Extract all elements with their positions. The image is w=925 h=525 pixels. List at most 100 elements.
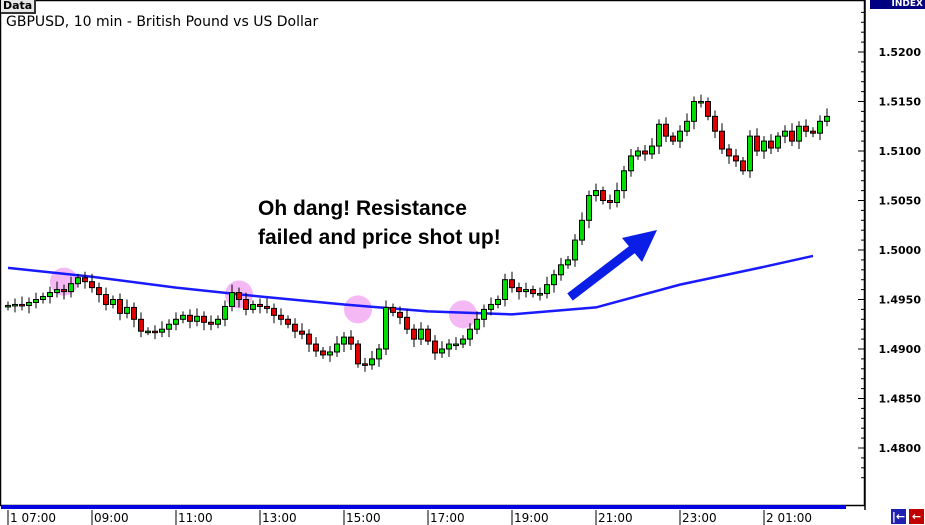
candle-body bbox=[362, 363, 368, 366]
candle bbox=[460, 335, 466, 349]
candle bbox=[600, 186, 606, 205]
candle-body bbox=[159, 328, 165, 333]
candle bbox=[509, 271, 515, 293]
candle-body bbox=[201, 315, 207, 323]
candle-body bbox=[117, 299, 123, 314]
candle-body bbox=[5, 304, 11, 308]
candle bbox=[166, 319, 172, 338]
candle-body bbox=[278, 314, 284, 320]
moving-average-line bbox=[7, 254, 814, 316]
candle-body bbox=[761, 140, 767, 152]
candle bbox=[418, 322, 424, 346]
candle bbox=[103, 287, 109, 311]
candle-body bbox=[579, 219, 585, 241]
y-tick-label: 1.5050 bbox=[879, 195, 922, 208]
candle bbox=[208, 315, 214, 331]
candle-body bbox=[537, 293, 543, 296]
candle-body bbox=[68, 283, 74, 293]
candle bbox=[810, 127, 816, 138]
x-tick-label: 09:00 bbox=[94, 511, 129, 525]
candle bbox=[26, 297, 32, 314]
candle bbox=[677, 125, 683, 149]
candle bbox=[264, 298, 270, 314]
candle bbox=[124, 299, 130, 319]
candle bbox=[446, 339, 452, 357]
candle bbox=[586, 190, 592, 229]
candle-body bbox=[47, 292, 53, 298]
candle bbox=[117, 293, 123, 321]
candle-body bbox=[635, 150, 641, 157]
candle bbox=[579, 212, 585, 246]
candle bbox=[432, 335, 438, 360]
candle-body bbox=[446, 343, 452, 350]
candle-body bbox=[453, 343, 459, 347]
candle-body bbox=[775, 135, 781, 149]
candle-body bbox=[271, 307, 277, 316]
candle-body bbox=[544, 284, 550, 295]
candle-body bbox=[607, 200, 613, 203]
candle-body bbox=[404, 316, 410, 330]
candle bbox=[145, 327, 151, 336]
candle-body bbox=[558, 264, 564, 276]
scroll-back-button[interactable]: ← bbox=[908, 508, 925, 525]
candle-body bbox=[600, 190, 606, 202]
candle-body bbox=[313, 343, 319, 352]
candle bbox=[523, 282, 529, 298]
candle bbox=[201, 311, 207, 331]
candle bbox=[411, 324, 417, 348]
candle bbox=[572, 234, 578, 267]
candle-body bbox=[796, 125, 802, 142]
candle bbox=[488, 297, 494, 316]
candle bbox=[159, 321, 165, 338]
candle bbox=[796, 121, 802, 150]
candle bbox=[474, 311, 480, 335]
y-tick-label: 1.5150 bbox=[879, 96, 922, 109]
candle bbox=[824, 108, 830, 127]
y-tick-label: 1.4900 bbox=[879, 343, 922, 356]
candle bbox=[649, 138, 655, 159]
candle-body bbox=[495, 299, 501, 305]
candle-body bbox=[26, 301, 32, 306]
candle bbox=[54, 281, 60, 298]
candle-body bbox=[208, 321, 214, 325]
candle-body bbox=[684, 120, 690, 132]
data-tab[interactable]: Data bbox=[1, 0, 37, 14]
candle-body bbox=[110, 299, 116, 305]
annotation-line-1: Oh dang! Resistance bbox=[258, 197, 467, 220]
candle bbox=[684, 113, 690, 137]
candle bbox=[565, 255, 571, 269]
candle bbox=[68, 276, 74, 298]
candle bbox=[376, 344, 382, 367]
candle bbox=[341, 332, 347, 352]
candle-body bbox=[376, 348, 382, 360]
candle bbox=[250, 300, 256, 314]
candle-body bbox=[292, 323, 298, 332]
candle-body bbox=[383, 306, 389, 350]
candle-body bbox=[355, 343, 361, 365]
candle-body bbox=[348, 336, 354, 345]
candle-body bbox=[299, 330, 305, 335]
candle-body bbox=[285, 318, 291, 325]
x-tick-label: 19:00 bbox=[514, 511, 549, 525]
candle-body bbox=[642, 150, 648, 155]
candle-body bbox=[705, 101, 711, 117]
candle bbox=[404, 309, 410, 335]
up-arrow-icon bbox=[567, 230, 657, 301]
candle-body bbox=[712, 115, 718, 132]
candle bbox=[222, 300, 228, 327]
resistance-touch-highlight bbox=[344, 295, 372, 324]
candle bbox=[285, 315, 291, 329]
candle-body bbox=[264, 305, 270, 309]
candle-body bbox=[824, 115, 830, 122]
candle bbox=[229, 284, 235, 312]
candle-body bbox=[481, 308, 487, 320]
y-tick-label: 1.4950 bbox=[879, 294, 922, 307]
candle bbox=[5, 301, 11, 311]
candle bbox=[481, 304, 487, 328]
candle bbox=[397, 306, 403, 325]
scroll-to-start-button[interactable]: |← bbox=[890, 508, 907, 525]
y-tick-label: 1.4800 bbox=[879, 442, 922, 455]
candle-body bbox=[173, 318, 179, 325]
annotation-text: Oh dang! Resistance failed and price sho… bbox=[258, 194, 501, 252]
